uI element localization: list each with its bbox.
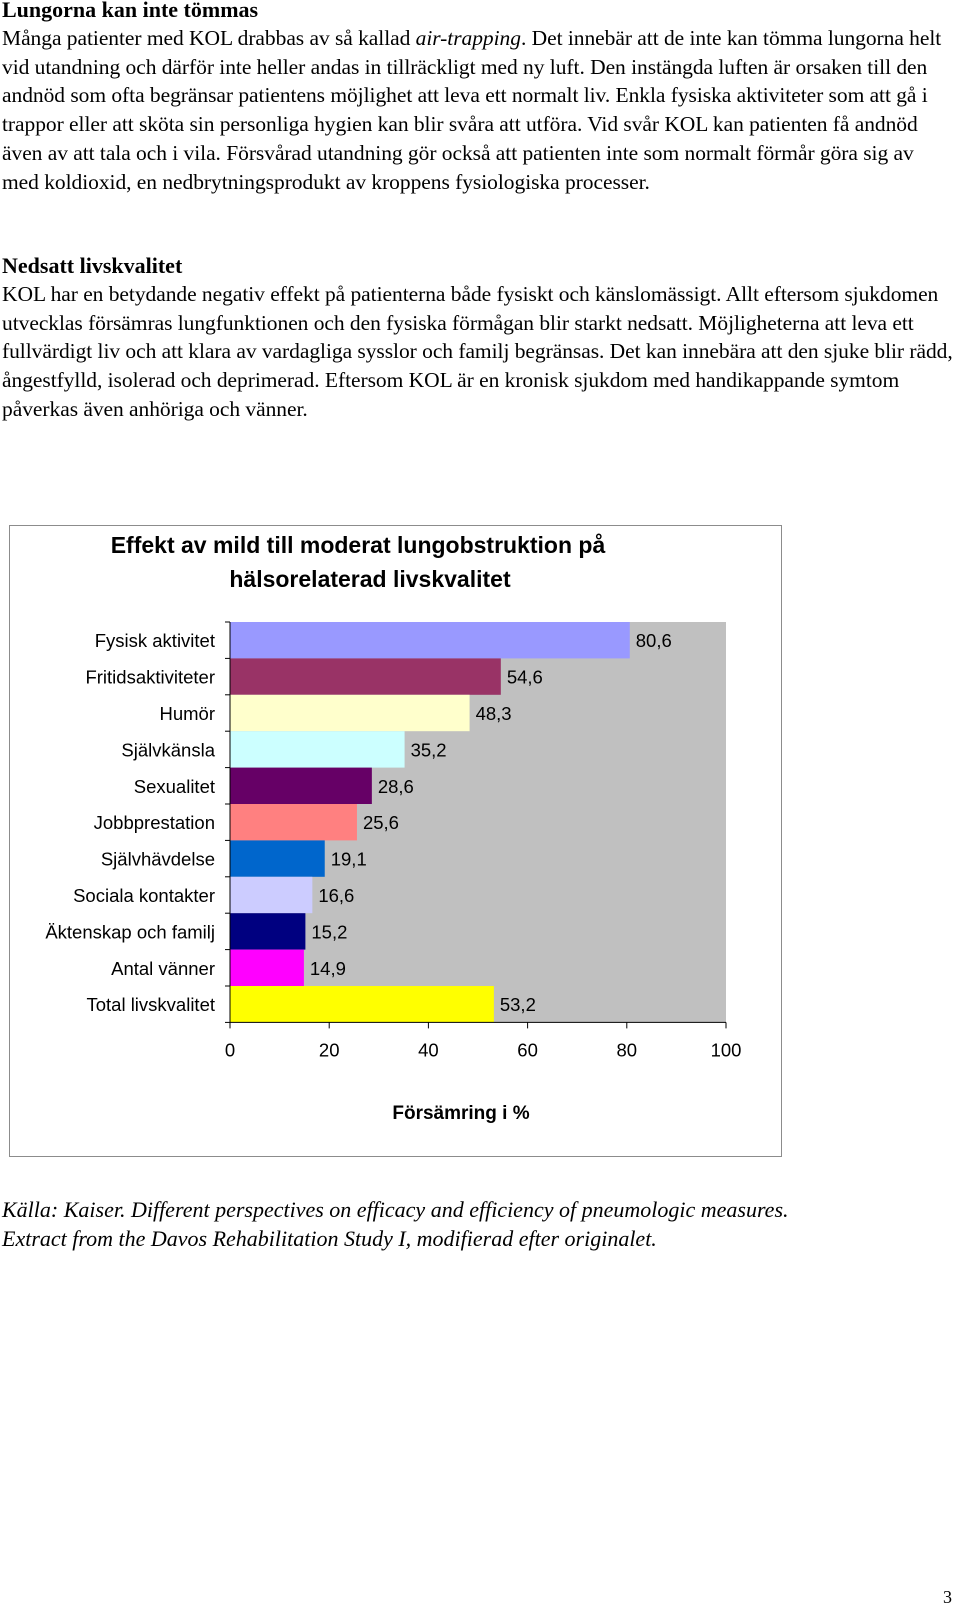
data-label: 14,9 (310, 958, 346, 979)
category-label: Jobbprestation (94, 812, 215, 833)
bar (230, 731, 405, 768)
x-axis-label: Försämring i % (392, 1103, 529, 1124)
category-label: Total livskvalitet (86, 994, 215, 1015)
section-quality-of-life: Nedsatt livskvalitet KOL har en betydand… (2, 252, 954, 424)
chart-frame: Effekt av mild till moderat lungobstrukt… (9, 525, 782, 1157)
italic-term: air-trapping (415, 26, 521, 50)
source-line: Källa: Kaiser. Different perspectives on… (2, 1197, 789, 1222)
x-tick-label: 20 (319, 1039, 340, 1060)
bar (230, 876, 313, 914)
section-heading: Lungorna kan inte tömmas (2, 0, 259, 22)
bar (230, 804, 357, 841)
chart-title-line1: Effekt av mild till moderat lungobstrukt… (111, 532, 606, 558)
category-label: Självkänsla (121, 739, 215, 760)
data-label: 35,2 (411, 739, 447, 760)
plot-area: 80,6 Fysisk aktivitet 54,6 Fritidsaktivitet… (45, 621, 742, 1060)
section-air-trapping: Lungorna kan inte tömmas Många patienter… (2, 0, 954, 196)
data-label: 19,1 (331, 849, 367, 870)
category-label: Självhävdelse (101, 849, 215, 870)
data-label: 16,6 (318, 885, 354, 906)
category-label: Sexualitet (134, 776, 215, 797)
x-tick-label: 60 (517, 1039, 538, 1060)
bar-chart: Effekt av mild till moderat lungobstrukt… (45, 532, 742, 1124)
x-tick-label: 80 (617, 1039, 638, 1060)
bar (230, 840, 325, 877)
x-tick-label: 40 (418, 1039, 439, 1060)
data-label: 54,6 (507, 667, 543, 688)
bar (230, 767, 372, 804)
source-citation: Källa: Kaiser. Different perspectives on… (2, 1195, 954, 1253)
data-label: 53,2 (500, 994, 536, 1015)
section-paragraph: Många patienter med KOL drabbas av så ka… (2, 24, 954, 196)
category-label: Antal vänner (111, 958, 215, 979)
section-paragraph: KOL har en betydande negativ effekt på p… (2, 282, 953, 421)
category-label: Humör (159, 703, 215, 724)
data-label: 25,6 (363, 812, 399, 833)
x-tick-label: 100 (711, 1039, 742, 1060)
bar (230, 913, 306, 950)
paragraph-text: Många patienter med KOL drabbas av så ka… (2, 26, 416, 50)
x-tick-label: 0 (225, 1039, 235, 1060)
bar (230, 986, 494, 1023)
data-label: 80,6 (636, 630, 672, 651)
page-number: 3 (943, 1587, 952, 1607)
section-heading: Nedsatt livskvalitet (2, 253, 183, 278)
data-label: 28,6 (378, 776, 414, 797)
data-label: 48,3 (476, 703, 512, 724)
category-label: Äktenskap och familj (45, 921, 215, 942)
chart-title-line2: hälsorelaterad livskvalitet (229, 566, 511, 592)
bar (230, 658, 501, 695)
category-label: Sociala kontakter (73, 885, 215, 906)
data-label: 15,2 (311, 921, 347, 942)
category-label: Fritidsaktiviteter (85, 667, 215, 688)
paragraph-text: . Det innebär att de inte kan tömma lung… (2, 26, 942, 194)
category-label: Fysisk aktivitet (95, 630, 215, 651)
bar (230, 622, 630, 659)
bar (230, 694, 470, 732)
source-line: Extract from the Davos Rehabilitation St… (2, 1226, 657, 1251)
bar (230, 949, 304, 986)
